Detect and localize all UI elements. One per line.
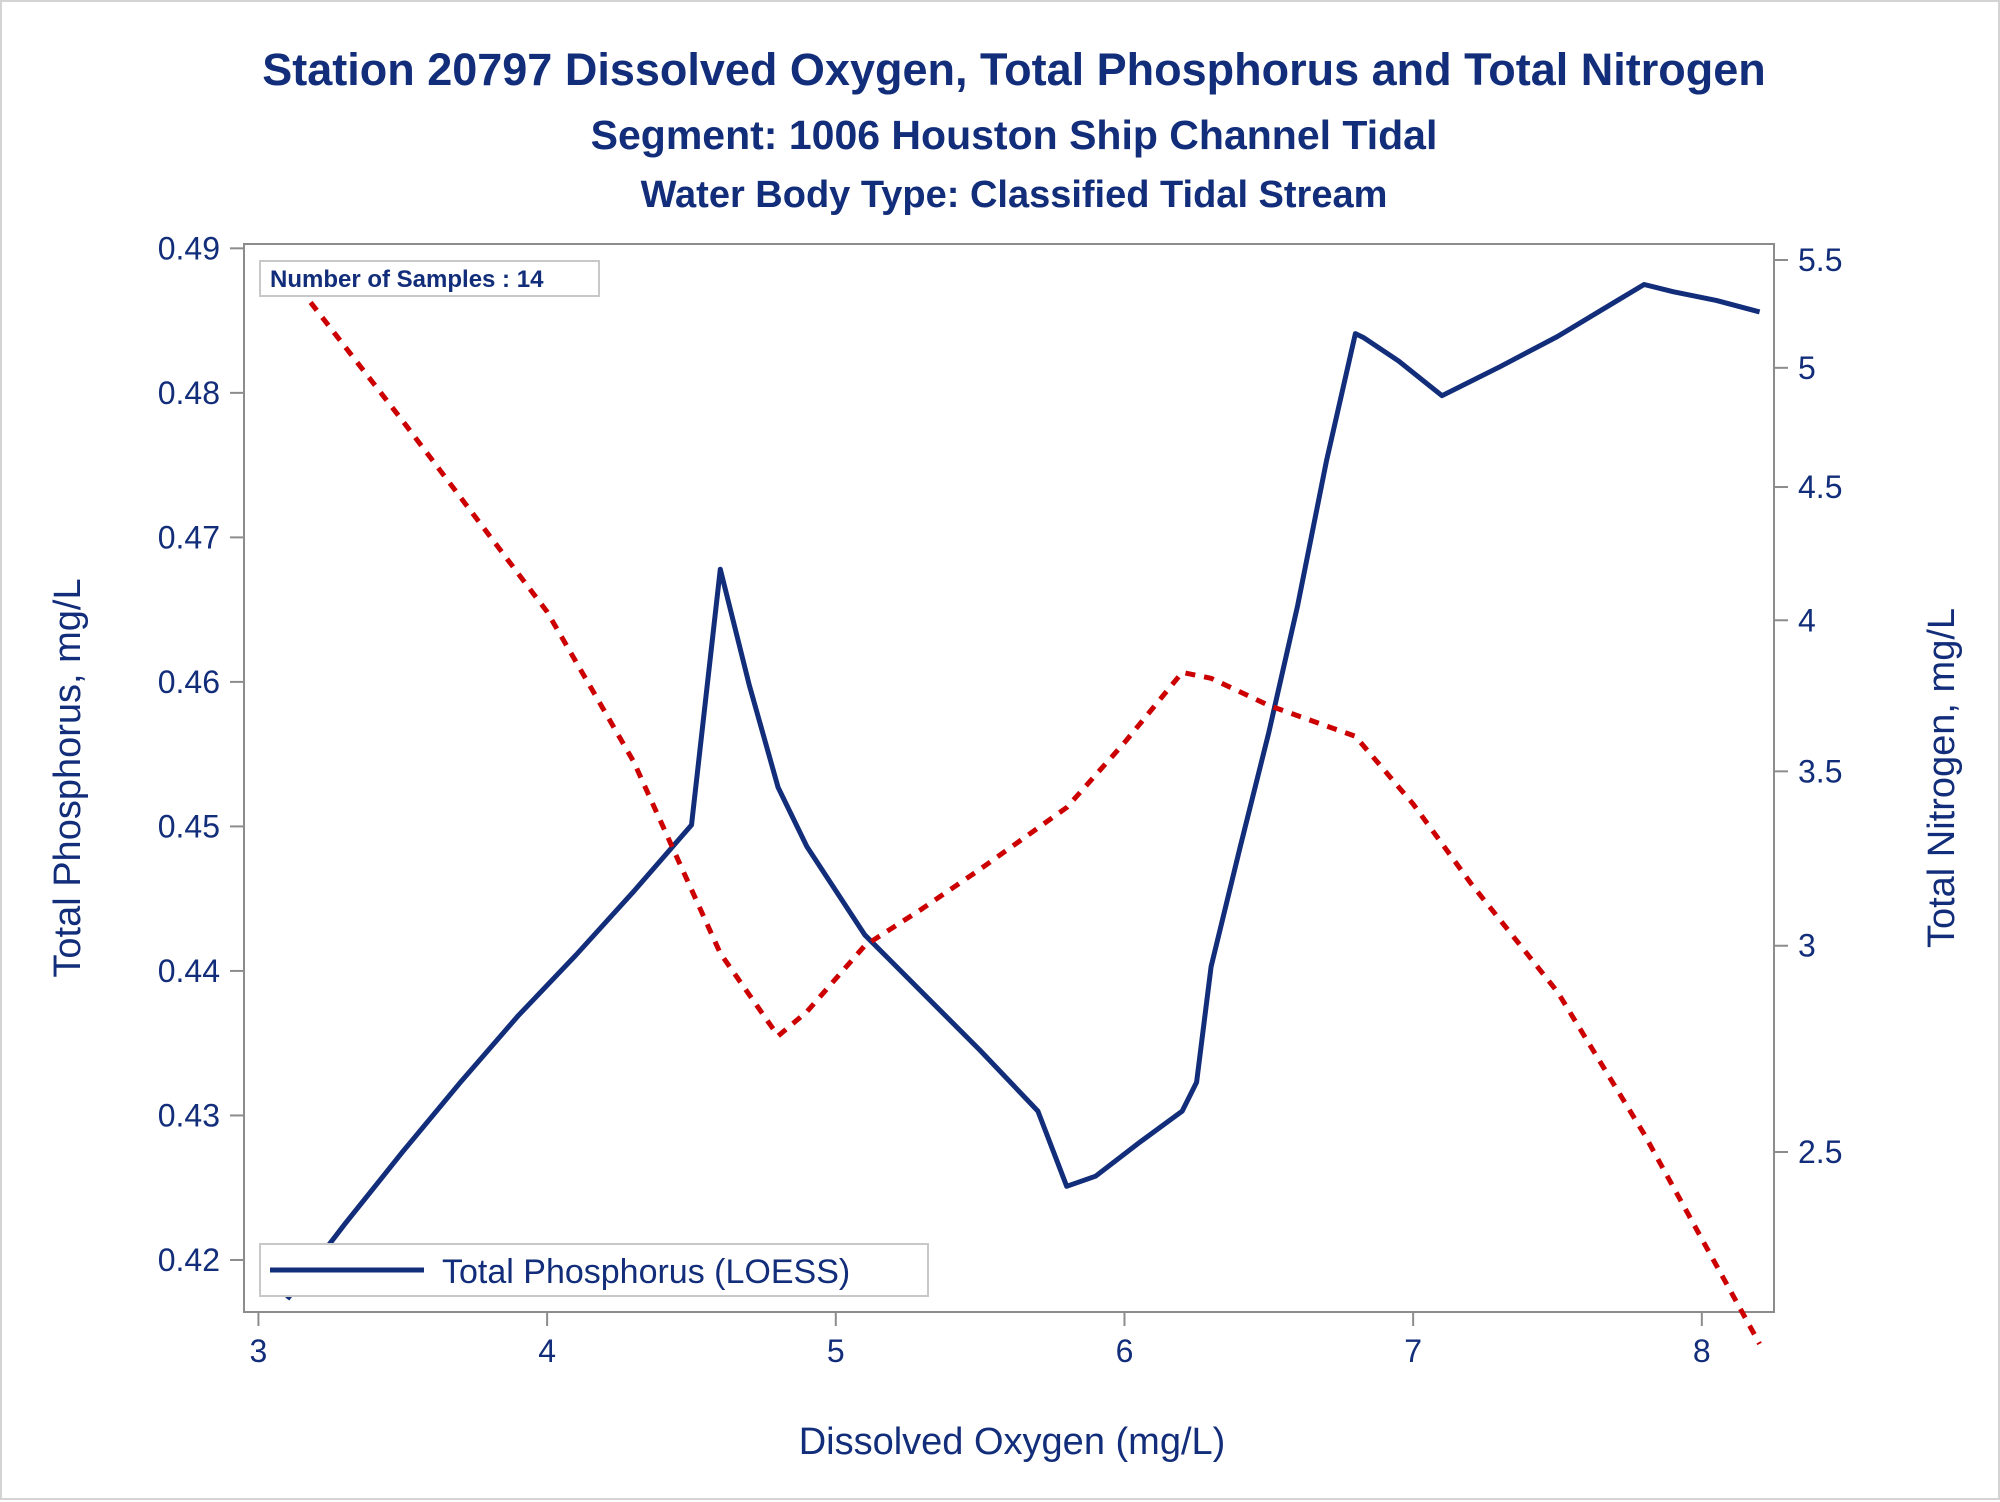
right-tick-label: 5 [1798,350,1816,386]
left-tick-label: 0.42 [158,1242,220,1278]
chart-title: Station 20797 Dissolved Oxygen, Total Ph… [262,44,1766,95]
x-tick-label: 3 [250,1333,268,1369]
x-tick-label: 7 [1404,1333,1422,1369]
x-tick-label: 5 [827,1333,845,1369]
right-tick-label: 3.5 [1798,753,1842,789]
left-tick-label: 0.49 [158,230,220,266]
right-tick-label: 3 [1798,928,1816,964]
chart-subtitle-2: Water Body Type: Classified Tidal Stream [641,174,1388,216]
x-axis-ticks: 3 4 5 6 7 8 [250,1312,1711,1369]
right-axis-label: Total Nitrogen, mg/L [1921,608,1963,948]
total-nitrogen-line [285,270,1762,1346]
left-tick-label: 0.43 [158,1097,220,1133]
legend-label: Total Phosphorus (LOESS) [442,1253,850,1291]
right-tick-label: 2.5 [1798,1134,1842,1170]
plot-area [243,243,1775,1313]
sample-count-annotation: Number of Samples : 14 [270,266,544,293]
x-tick-label: 4 [538,1333,556,1369]
right-axis-ticks: 2.5 3 3.5 4 4.5 5 5.5 [1774,242,1842,1170]
left-axis-ticks: 0.42 0.43 0.44 0.45 0.46 0.47 0.48 0.49 [158,230,244,1278]
left-tick-label: 0.46 [158,664,220,700]
chart-subtitle: Segment: 1006 Houston Ship Channel Tidal [591,112,1438,158]
series-layer [285,270,1762,1346]
left-tick-label: 0.45 [158,808,220,844]
sample-count-box [259,260,600,297]
left-tick-label: 0.48 [158,375,220,411]
left-axis-label: Total Phosphorus, mg/L [47,578,89,977]
x-axis-label: Dissolved Oxygen (mg/L) [799,1421,1226,1463]
right-tick-label: 5.5 [1798,242,1842,278]
right-tick-label: 4 [1798,602,1816,638]
x-tick-label: 8 [1693,1333,1711,1369]
left-tick-label: 0.47 [158,519,220,555]
x-tick-label: 6 [1116,1333,1134,1369]
right-tick-label: 4.5 [1798,469,1842,505]
left-tick-label: 0.44 [158,953,220,989]
total-phosphorus-line [285,282,1761,1301]
